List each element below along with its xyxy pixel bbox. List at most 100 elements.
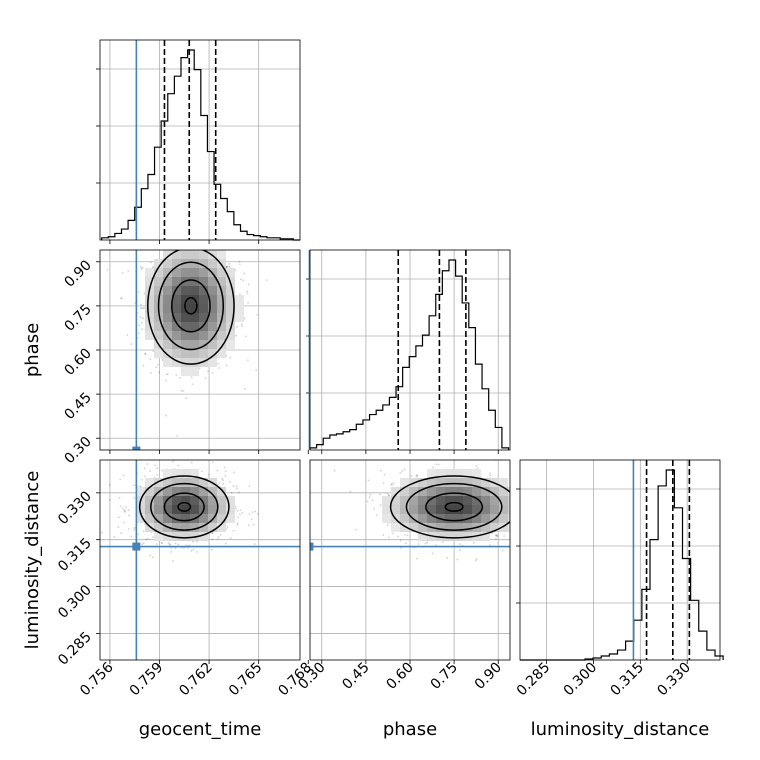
sample-point	[248, 513, 251, 515]
pair-panel-geocent_time-phase	[96, 249, 309, 454]
sample-point	[133, 484, 136, 487]
sample-point	[366, 500, 369, 503]
density-cell	[154, 313, 163, 322]
hist-panel-geocent_time	[96, 39, 301, 244]
sample-point	[133, 528, 136, 531]
density-cell	[145, 304, 154, 313]
density-cell	[490, 523, 499, 532]
sample-point	[190, 376, 193, 379]
density-cell	[418, 478, 427, 487]
sample-point	[513, 523, 515, 525]
density-cell	[172, 523, 181, 532]
sample-point	[235, 485, 238, 488]
sample-point	[239, 509, 242, 512]
sample-point	[145, 538, 147, 541]
histogram-step	[520, 469, 724, 661]
sample-point	[160, 542, 163, 545]
sample-point	[124, 510, 126, 512]
density-cell	[172, 277, 181, 286]
sample-point	[177, 543, 180, 546]
xlabel-geocent-time: geocent_time	[139, 719, 262, 740]
density-cell	[154, 349, 163, 358]
sample-point	[133, 496, 136, 499]
sample-point	[371, 499, 374, 502]
sample-point	[446, 557, 448, 559]
sample-point	[441, 541, 444, 543]
density-cell	[445, 487, 454, 496]
sample-point	[192, 540, 194, 543]
sample-point	[333, 469, 336, 472]
y-tick-label: 0.75	[61, 301, 94, 334]
sample-point	[390, 483, 393, 486]
density-cell	[181, 505, 190, 514]
density-cell	[181, 358, 190, 367]
sample-point	[142, 307, 145, 310]
sample-point	[431, 466, 434, 469]
density-cell	[172, 304, 181, 313]
density-cell	[181, 331, 190, 340]
sample-point	[122, 507, 124, 510]
sample-point	[139, 316, 142, 319]
density-cell	[154, 532, 163, 541]
sample-point	[128, 514, 130, 517]
density-cell	[190, 505, 199, 514]
density-cell	[199, 313, 208, 322]
density-cell	[391, 523, 400, 532]
density-cell	[217, 304, 226, 313]
sample-point	[142, 542, 145, 544]
sample-point	[165, 373, 168, 376]
density-cell	[382, 514, 391, 523]
density-cell	[172, 313, 181, 322]
density-cell	[427, 478, 436, 487]
density-cell	[217, 259, 226, 268]
sample-point	[210, 548, 213, 551]
density-cell	[172, 505, 181, 514]
density-cell	[208, 505, 217, 514]
density-cell	[199, 478, 208, 487]
density-cell	[199, 268, 208, 277]
sample-point	[236, 522, 239, 525]
density-cell	[217, 322, 226, 331]
sample-point	[488, 544, 491, 546]
density-cell	[172, 478, 181, 487]
sample-point	[243, 317, 246, 320]
sample-point	[229, 356, 232, 359]
density-cell	[481, 478, 490, 487]
sample-point	[152, 536, 155, 538]
density-cell	[199, 331, 208, 340]
density-cell	[400, 514, 409, 523]
contour-line	[163, 492, 205, 522]
sample-point	[217, 535, 220, 538]
sample-point	[459, 549, 461, 552]
sample-point	[244, 335, 247, 338]
density-cell	[181, 367, 190, 376]
sample-point	[141, 266, 144, 269]
sample-point	[120, 297, 123, 300]
sample-point	[431, 552, 434, 555]
density-cell	[445, 478, 454, 487]
sample-point	[406, 534, 409, 537]
density-cell	[400, 478, 409, 487]
x-tick-label: 0.300	[561, 660, 601, 700]
sample-point	[133, 526, 136, 529]
density-cell	[181, 478, 190, 487]
sample-point	[424, 542, 427, 545]
density-cell	[508, 523, 510, 532]
density-cell	[454, 478, 463, 487]
sample-point	[416, 474, 418, 477]
density-cell	[217, 331, 226, 340]
density-cell	[199, 532, 208, 541]
sample-point	[177, 464, 180, 467]
sample-point	[137, 332, 140, 335]
sample-point	[106, 269, 109, 271]
density-cell	[409, 523, 418, 532]
density-cell	[163, 478, 172, 487]
density-cell	[409, 505, 418, 514]
density-cell	[499, 505, 508, 514]
contour-line	[150, 482, 219, 531]
density-cell	[163, 487, 172, 496]
density-cell	[163, 358, 172, 367]
density-cell	[391, 496, 400, 505]
density-cell	[181, 286, 190, 295]
density-cell	[154, 496, 163, 505]
